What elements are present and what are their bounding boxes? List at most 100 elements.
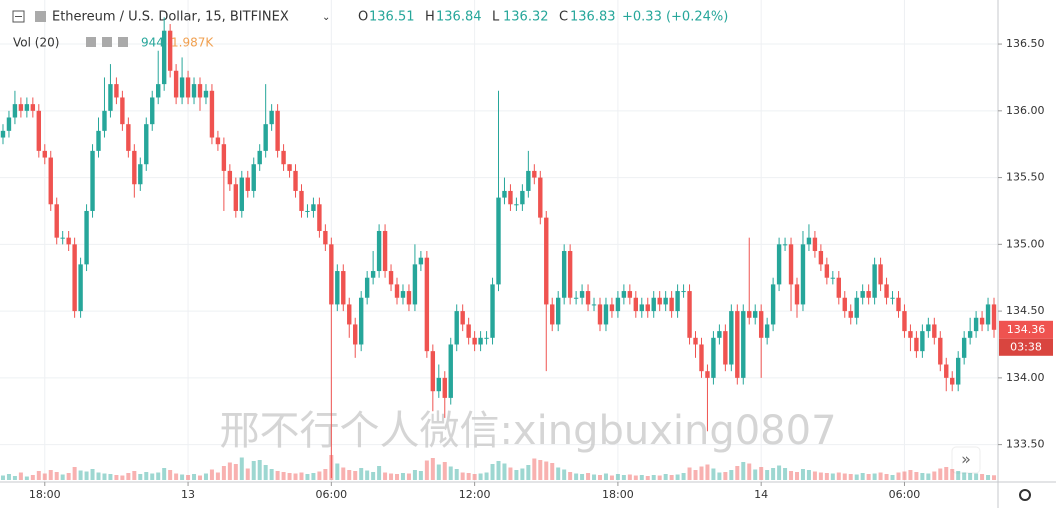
volume-bar <box>920 473 925 480</box>
volume-bar <box>592 474 597 480</box>
volume-bar <box>54 472 59 480</box>
symbol-icon[interactable] <box>35 11 46 22</box>
candle-body <box>72 244 77 312</box>
candle-body <box>693 337 698 345</box>
candle-body <box>400 291 406 298</box>
x-tick-label: 06:00 <box>315 488 347 501</box>
settings-gear[interactable] <box>1019 489 1031 501</box>
candle-body <box>329 244 334 305</box>
volume-bar <box>663 474 668 480</box>
settings-icon[interactable] <box>102 37 112 47</box>
candle-body <box>490 284 495 338</box>
candle-body <box>872 264 877 298</box>
candle-body <box>84 210 89 265</box>
volume-bar <box>783 468 788 480</box>
candle-body <box>173 70 179 98</box>
candle-body <box>591 304 597 306</box>
volume-bar <box>824 473 829 480</box>
candle-body <box>938 337 943 365</box>
volume-bar <box>723 472 728 480</box>
volume-bar <box>66 473 71 480</box>
volume-bar <box>245 468 250 480</box>
volume-bar <box>687 467 692 480</box>
volume-bar <box>980 474 985 480</box>
candle-body <box>645 304 650 312</box>
volume-bar <box>502 463 507 480</box>
volume-bar <box>102 473 107 480</box>
volume-bar <box>508 467 513 480</box>
candle-body <box>448 344 453 398</box>
volume-bar <box>896 472 901 480</box>
scroll-icon: » <box>961 450 971 469</box>
volume-bar <box>992 475 997 480</box>
symbol[interactable]: Ethereum / U.S. Dollar, 15, BITFINEX <box>52 10 289 25</box>
volume-bar <box>848 474 853 480</box>
y-tick-label: 135.50 <box>1006 171 1045 184</box>
candle-body <box>585 291 591 305</box>
volume-indicator[interactable]: Vol (20) <box>13 36 59 50</box>
candle-body <box>538 177 543 218</box>
collapse-button[interactable] <box>12 10 25 23</box>
candle-body <box>66 237 71 245</box>
scroll-button[interactable] <box>951 446 981 474</box>
candle-body <box>78 264 83 312</box>
volume-bar <box>950 469 955 480</box>
candle-body <box>388 271 394 285</box>
volume-bar <box>436 464 441 480</box>
candle-body <box>197 84 203 98</box>
volume-bar <box>836 472 841 480</box>
candle-body <box>203 90 209 98</box>
eye-icon[interactable] <box>86 37 96 47</box>
change: +0.33 (+0.24%) <box>622 10 728 25</box>
volume-bar <box>872 473 877 480</box>
volume-bar <box>747 463 752 480</box>
volume-bar <box>974 473 979 480</box>
volume-bar <box>430 458 435 480</box>
candle-body <box>138 164 143 185</box>
candle-body <box>114 84 119 98</box>
volume-bar <box>197 475 202 480</box>
close-icon[interactable] <box>118 37 128 47</box>
candle-body <box>651 297 656 312</box>
x-tick-label: 18:00 <box>29 488 61 501</box>
y-tick-label: 136.50 <box>1006 37 1045 50</box>
candle-body <box>747 311 752 318</box>
candle-body <box>191 84 197 98</box>
candle-body <box>561 251 567 298</box>
candle-body <box>914 337 919 352</box>
volume-bar <box>389 473 394 480</box>
volume-bar <box>108 474 113 480</box>
volume-bar <box>323 469 328 480</box>
volume-bar <box>986 475 991 480</box>
volume-bar <box>341 467 346 480</box>
candle-body <box>102 110 107 131</box>
dropdown-arrow[interactable]: ⌄ <box>322 12 330 23</box>
candle-body <box>275 110 280 151</box>
volume-bar <box>281 472 286 480</box>
volume-bar <box>311 473 316 480</box>
candle-body <box>156 84 161 98</box>
ohlc-value: 136.83 <box>570 10 616 25</box>
volume-bar <box>657 475 662 480</box>
y-tick-label: 136.00 <box>1006 104 1045 117</box>
volume-bar <box>908 470 913 480</box>
countdown-tag <box>999 338 1053 356</box>
candle-body <box>323 230 328 245</box>
volume-bar <box>962 472 967 480</box>
volume-bar <box>812 471 817 480</box>
y-tick-label: 133.50 <box>1006 438 1045 451</box>
candle-body <box>711 337 716 378</box>
candle-body <box>185 77 191 98</box>
volume-bar <box>305 474 310 480</box>
volume-bar <box>263 465 268 480</box>
volume-bar <box>818 472 823 480</box>
volume-bar <box>705 464 710 480</box>
candle-body <box>824 264 830 278</box>
volume-bar <box>317 471 322 480</box>
volume-bar <box>269 469 274 480</box>
volume-bar <box>699 466 704 480</box>
candle-body <box>770 284 776 325</box>
ohlc-value: 136.51 <box>369 10 415 25</box>
candle-body <box>502 190 507 198</box>
